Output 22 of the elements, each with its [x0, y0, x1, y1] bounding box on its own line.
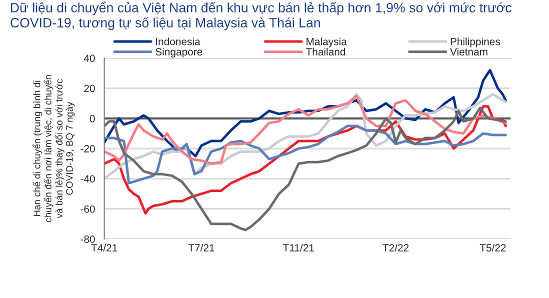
y-tick-label: -80	[80, 235, 95, 243]
x-tick-label: T7/21	[188, 244, 214, 252]
y-tick-label: 0	[90, 114, 95, 122]
x-tick-label: T5/22	[480, 244, 506, 252]
y-tick-label: -20	[80, 145, 95, 152]
legend-label: Indonesia	[156, 38, 200, 46]
x-tick-label: T4/21	[91, 244, 118, 252]
legend-label: Thailand	[306, 48, 346, 56]
x-tick-label: T11/21	[283, 244, 314, 252]
x-tick-label: T2/22	[382, 244, 409, 252]
legend-label: Singapore	[156, 48, 202, 58]
line-series	[104, 94, 507, 165]
y-tick-label: 20	[84, 84, 95, 92]
line-series	[104, 124, 507, 184]
legend-label: Vietnam	[450, 48, 488, 56]
legend-label: Philippines	[450, 38, 500, 48]
chart-title: Dữ liệu di chuyển của Việt Nam đến khu vực bán lẻ thấp hơn 1,9% so với mức trước COVID-19, tương tự số liệu tại Malaysia và Thái Lan	[10, 1, 512, 30]
y-tick-label: -40	[80, 175, 95, 183]
legend-label: Malaysia	[306, 38, 347, 48]
y-tick-label: -60	[80, 205, 95, 213]
y-tick-label: 40	[84, 54, 95, 62]
y-axis-title: Hạn chế di chuyển (trung bình di chuyển đến nơi làm việc, di chuyển và bán lẻ)% thay đổi so với trước COVID-19, BQ 7 ngày	[32, 75, 75, 222]
